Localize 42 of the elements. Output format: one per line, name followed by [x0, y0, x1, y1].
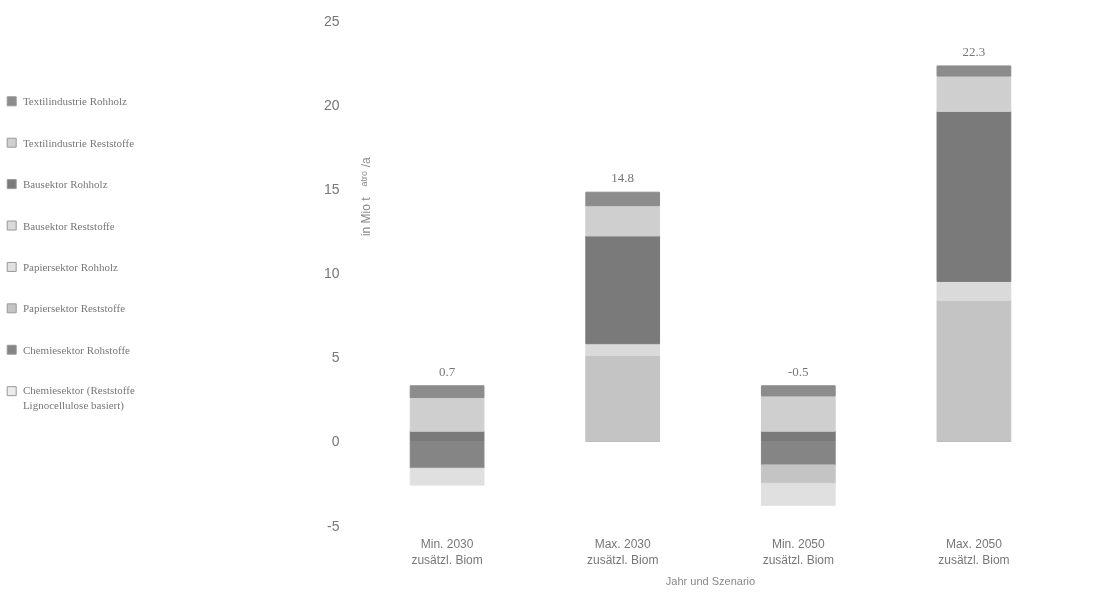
x-tick-label: Max. 2030 zusätzl. Biom [587, 536, 659, 568]
bar [409, 397, 485, 432]
total-label: -0.5 [788, 363, 809, 379]
legend-label: Papiersektor Reststoffe [22, 302, 126, 315]
x-tick-label: Min. 2050 zusätzl. Biom [762, 536, 834, 568]
x-axis-title: Jahr und Szenario [665, 575, 756, 588]
bar [585, 205, 661, 237]
y-tick-label: 20 [323, 96, 340, 113]
legend-label: Chemiesektor Rohstoffe [22, 343, 131, 356]
bar [760, 385, 836, 397]
legend-label: Bausektor Rohholz [22, 178, 108, 191]
y-tick-label: 15 [323, 180, 340, 197]
legend-label: Textilindustrie Reststoffe [22, 136, 135, 149]
legend-label: Chemiesektor (Reststoffe Lignocellulose basiert) [22, 384, 135, 412]
total-label: 14.8 [611, 170, 635, 186]
bar [936, 65, 1012, 77]
legend-label: Textilindustrie Rohholz [22, 95, 128, 108]
bar [760, 395, 836, 432]
total-label: 0.7 [438, 363, 456, 379]
y-tick-label: 0 [331, 433, 340, 450]
y-tick-label: 25 [323, 12, 340, 29]
y-tick-label: 10 [323, 265, 340, 281]
x-tick-label: Min. 2030 zusätzl. Biom [411, 536, 483, 568]
legend-label: Bausektor Reststoffe [22, 219, 115, 232]
bar [409, 385, 485, 399]
bar [585, 235, 661, 345]
bar [760, 482, 836, 506]
bar [585, 354, 661, 442]
bar [585, 343, 661, 356]
bar [936, 110, 1012, 282]
y-axis-title: in Mio tatro/a [358, 156, 373, 237]
total-label: 22.3 [962, 43, 986, 59]
y-tick-label: 5 [331, 349, 340, 366]
legend-label: Papiersektor Rohholz [22, 260, 119, 273]
y-tick-label: -5 [327, 517, 340, 534]
bar [760, 464, 836, 484]
bar [936, 75, 1012, 112]
bar [585, 191, 661, 207]
bar [936, 299, 1012, 442]
bar [409, 467, 485, 486]
x-tick-label: Max. 2050 zusätzl. Biom [938, 536, 1010, 568]
bar [936, 280, 1012, 301]
